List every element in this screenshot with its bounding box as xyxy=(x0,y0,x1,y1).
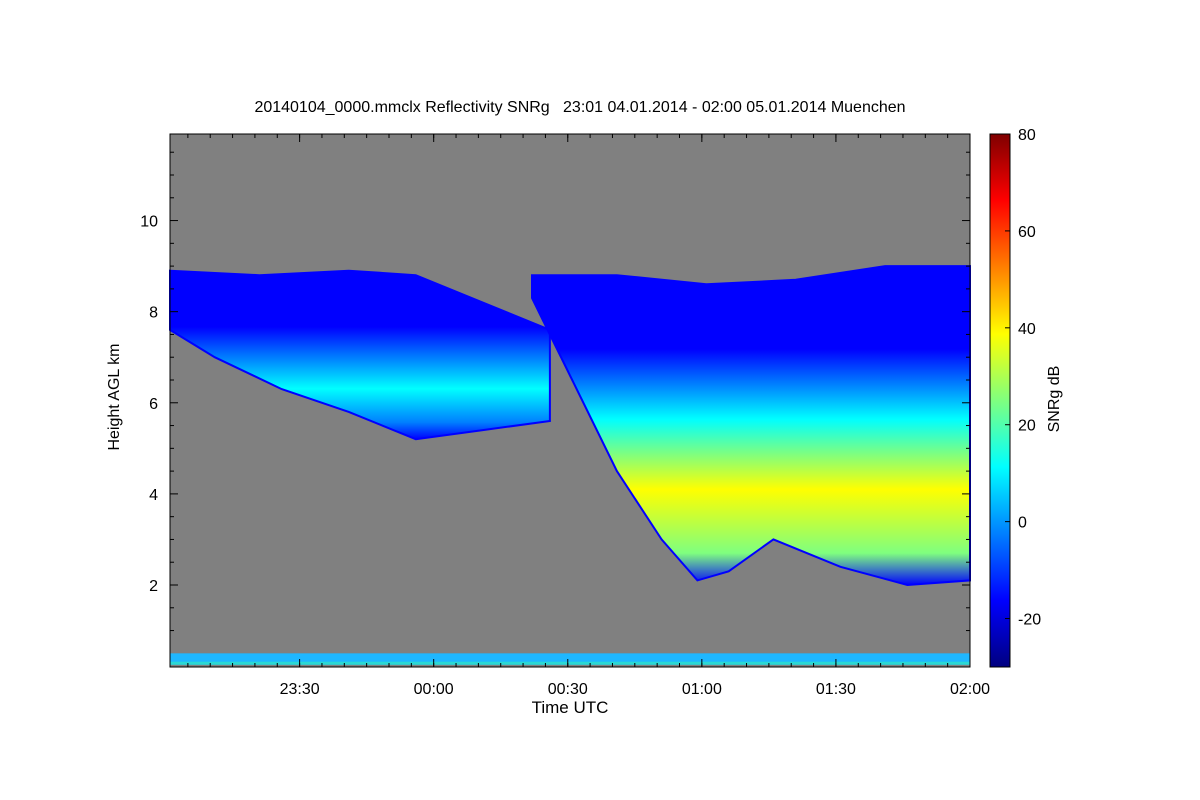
x-tick-label: 01:30 xyxy=(816,681,856,698)
colorbar-tick-label: 40 xyxy=(1018,321,1036,338)
plot-frame xyxy=(169,133,971,668)
y-tick-label: 8 xyxy=(149,305,158,322)
x-tick-label: 01:00 xyxy=(682,681,722,698)
x-axis-label: Time UTC xyxy=(531,698,609,717)
y-tick-label: 10 xyxy=(140,214,158,231)
x-tick-label: 00:00 xyxy=(414,681,454,698)
colorbar-tick-label: -20 xyxy=(1018,612,1041,629)
surface-clutter-line xyxy=(170,661,970,665)
colorbar-tick-label: 60 xyxy=(1018,224,1036,241)
y-tick-label: 6 xyxy=(149,396,158,413)
surface-clutter xyxy=(170,653,970,665)
chart-title: 20140104_0000.mmclx Reflectivity SNRg 23… xyxy=(254,99,906,116)
echo-region xyxy=(531,265,971,587)
y-tick-label: 2 xyxy=(149,578,158,595)
echo-region xyxy=(169,269,551,441)
x-tick-label: 23:30 xyxy=(280,681,320,698)
y-tick-label: 4 xyxy=(149,487,158,504)
colorbar-tick-label: 20 xyxy=(1018,418,1036,435)
colorbar-tick-label: 80 xyxy=(1018,127,1036,144)
colorbar-tick-label: 0 xyxy=(1018,515,1027,532)
x-tick-label: 00:30 xyxy=(548,681,588,698)
colorbar xyxy=(989,133,1011,668)
x-tick-label: 02:00 xyxy=(950,681,990,698)
